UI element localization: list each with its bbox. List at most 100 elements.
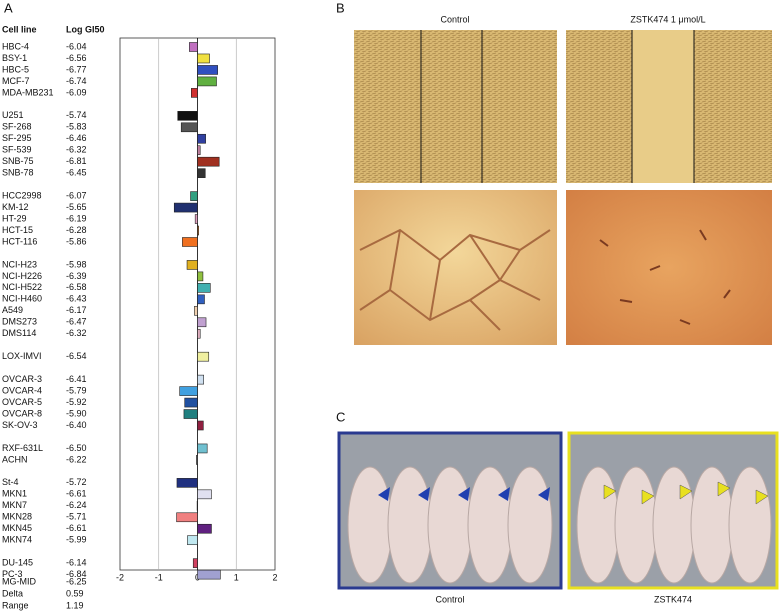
- cell-line: DU-145: [2, 558, 33, 568]
- log-gi50: -5.92: [66, 397, 87, 407]
- column-title: Control: [440, 14, 469, 24]
- log-gi50: -6.19: [66, 213, 87, 223]
- log-gi50: -6.07: [66, 190, 87, 200]
- cell-line: MKN74: [2, 535, 32, 545]
- cell-line: SF-539: [2, 145, 32, 155]
- log-gi50: -6.50: [66, 443, 87, 453]
- bar: [180, 122, 198, 133]
- cell-line: OVCAR-4: [2, 385, 42, 395]
- bar: [194, 306, 198, 316]
- cell-line: HT-29: [2, 213, 27, 223]
- log-gi50: -6.54: [66, 351, 87, 361]
- log-gi50: -6.77: [66, 64, 87, 74]
- bar: [197, 294, 205, 305]
- log-gi50: -5.72: [66, 477, 87, 487]
- wound-photo-control: [354, 30, 557, 183]
- bar: [197, 443, 208, 454]
- summary-label: Delta: [2, 588, 23, 598]
- bar: [197, 351, 210, 362]
- bar: [183, 409, 198, 419]
- log-gi50: -5.90: [66, 408, 87, 418]
- column-header: Log GI50: [66, 24, 105, 34]
- panel-label: C: [336, 409, 345, 424]
- cell-line: NCI-H460: [2, 294, 42, 304]
- bar: [197, 133, 206, 144]
- log-gi50: -5.98: [66, 259, 87, 269]
- log-gi50: -6.22: [66, 454, 87, 464]
- bar: [194, 214, 198, 224]
- cell-line: U251: [2, 110, 24, 120]
- log-gi50: -6.04: [66, 41, 87, 51]
- tube-photo-treated: [566, 190, 772, 345]
- bar: [197, 168, 206, 178]
- log-gi50: -6.61: [66, 489, 87, 499]
- bar: [197, 317, 207, 328]
- x-tick-label: -2: [116, 572, 124, 582]
- bar: [197, 53, 210, 64]
- bar: [197, 523, 212, 534]
- bar: [197, 145, 201, 156]
- cell-line: RXF-631L: [2, 443, 43, 453]
- wound-photo-treated: [566, 30, 772, 183]
- bar: [197, 420, 204, 431]
- cell-line: NCI-H522: [2, 282, 42, 292]
- log-gi50: -6.28: [66, 225, 87, 235]
- cell-line: HCC2998: [2, 190, 42, 200]
- cell-line: MKN28: [2, 512, 32, 522]
- cell-line: OVCAR-8: [2, 408, 42, 418]
- bar: [197, 225, 199, 236]
- cell-line: NCI-H226: [2, 271, 42, 281]
- summary-label: MG-MID: [2, 576, 36, 586]
- bar: [191, 88, 198, 98]
- bar: [182, 237, 198, 247]
- bar: [189, 42, 198, 52]
- bar: [197, 156, 220, 167]
- cell-line: LOX-IMVI: [2, 351, 42, 361]
- log-gi50: -6.17: [66, 305, 87, 315]
- log-gi50: -6.41: [66, 374, 87, 384]
- x-tick-label: 1: [234, 572, 239, 582]
- log-gi50: -5.99: [66, 535, 87, 545]
- cell-line: NCI-H23: [2, 259, 37, 269]
- log-gi50: -6.61: [66, 523, 87, 533]
- cell-line: SF-268: [2, 122, 32, 132]
- log-gi50: -5.83: [66, 122, 87, 132]
- cell-line: MCF-7: [2, 76, 30, 86]
- cell-line: MKN7: [2, 500, 27, 510]
- column-header: Cell line: [2, 24, 37, 34]
- bar: [176, 512, 198, 523]
- bar: [197, 489, 212, 500]
- log-gi50: -6.47: [66, 317, 87, 327]
- mice-photo-treated: [567, 431, 779, 590]
- log-gi50: -6.74: [66, 76, 87, 86]
- log-gi50: -6.24: [66, 500, 87, 510]
- mice-photo-control: [337, 431, 563, 590]
- bar: [197, 569, 221, 580]
- log-gi50: -5.71: [66, 512, 87, 522]
- log-gi50: -6.58: [66, 282, 87, 292]
- bar: [197, 283, 211, 293]
- bar: [179, 386, 198, 396]
- cell-line: DMS114: [2, 328, 36, 338]
- caption: Control: [435, 594, 464, 604]
- log-gi50: -6.56: [66, 53, 87, 63]
- log-gi50: -5.79: [66, 385, 87, 395]
- log-gi50: -5.65: [66, 202, 87, 212]
- cell-line: KM-12: [2, 202, 29, 212]
- log-gi50: -6.39: [66, 271, 87, 281]
- cell-line: HCT-116: [2, 236, 37, 246]
- panel-label: A: [4, 0, 13, 15]
- bar: [173, 202, 198, 213]
- cell-line: OVCAR-3: [2, 374, 42, 384]
- log-gi50: -6.46: [66, 133, 87, 143]
- cell-line: SNB-75: [2, 156, 34, 166]
- cell-line: ACHN: [2, 454, 28, 464]
- bar: [187, 535, 198, 546]
- summary-value: -6.25: [66, 576, 87, 586]
- bar: [190, 191, 198, 201]
- log-gi50: -5.86: [66, 236, 87, 246]
- bar: [197, 65, 218, 75]
- bar: [197, 374, 204, 385]
- cell-line: MDA-MB231: [2, 87, 54, 97]
- cell-line: HBC-4: [2, 41, 29, 51]
